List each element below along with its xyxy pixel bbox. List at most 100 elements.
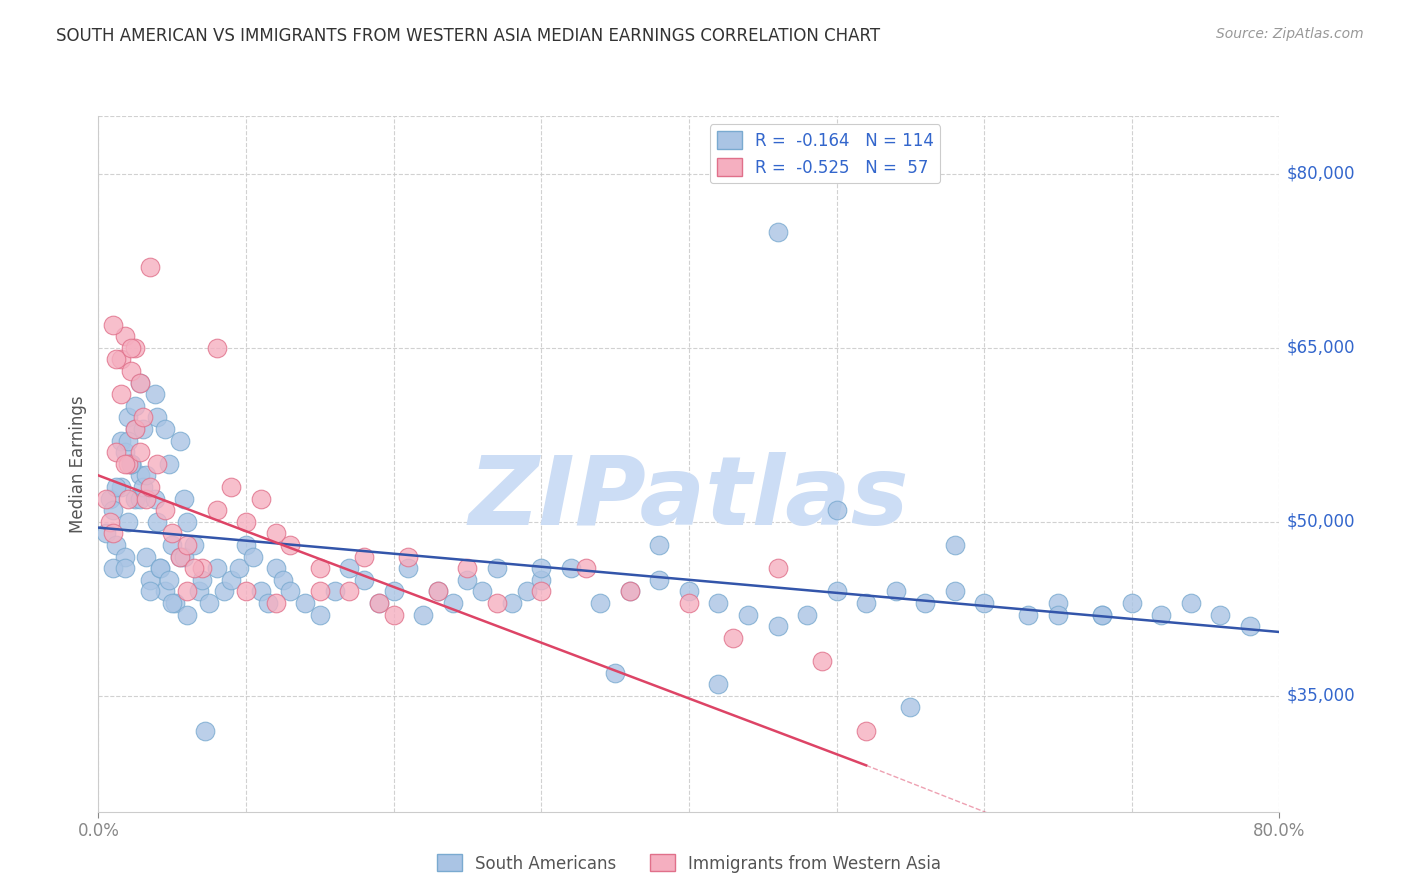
- Point: [143, 491, 166, 506]
- Point: [678, 584, 700, 599]
- Point: [257, 596, 280, 610]
- Point: [825, 503, 848, 517]
- Point: [103, 503, 125, 517]
- Point: [766, 619, 789, 633]
- Point: [1121, 596, 1143, 610]
- Point: [721, 631, 744, 645]
- Point: [766, 561, 789, 575]
- Y-axis label: Median Earnings: Median Earnings: [69, 395, 87, 533]
- Legend: South Americans, Immigrants from Western Asia: South Americans, Immigrants from Western…: [430, 847, 948, 880]
- Point: [337, 561, 360, 575]
- Point: [124, 341, 146, 355]
- Point: [117, 491, 139, 506]
- Point: [309, 561, 332, 575]
- Point: [382, 607, 405, 622]
- Point: [117, 515, 139, 529]
- Point: [242, 549, 264, 564]
- Point: [176, 538, 198, 552]
- Point: [471, 584, 494, 599]
- Point: [110, 434, 132, 448]
- Point: [176, 607, 198, 622]
- Point: [103, 561, 125, 575]
- Point: [135, 468, 157, 483]
- Point: [456, 573, 478, 587]
- Point: [146, 457, 169, 471]
- Point: [589, 596, 612, 610]
- Point: [1046, 607, 1069, 622]
- Point: [1239, 619, 1261, 633]
- Point: [117, 434, 139, 448]
- Text: $50,000: $50,000: [1286, 513, 1355, 531]
- Legend: R =  -0.164   N = 114, R =  -0.525   N =  57: R = -0.164 N = 114, R = -0.525 N = 57: [710, 124, 941, 183]
- Point: [176, 515, 198, 529]
- Point: [323, 584, 346, 599]
- Point: [110, 387, 132, 401]
- Point: [1017, 607, 1039, 622]
- Point: [114, 561, 136, 575]
- Point: [169, 549, 191, 564]
- Point: [396, 561, 419, 575]
- Point: [368, 596, 391, 610]
- Point: [176, 584, 198, 599]
- Point: [278, 584, 302, 599]
- Point: [132, 410, 155, 425]
- Point: [120, 457, 142, 471]
- Point: [139, 573, 162, 587]
- Point: [198, 596, 221, 610]
- Point: [855, 723, 877, 738]
- Point: [278, 538, 302, 552]
- Point: [264, 561, 287, 575]
- Point: [810, 654, 832, 668]
- Point: [191, 561, 214, 575]
- Point: [486, 596, 509, 610]
- Point: [94, 491, 117, 506]
- Point: [1091, 607, 1114, 622]
- Point: [153, 503, 176, 517]
- Point: [124, 491, 146, 506]
- Point: [427, 584, 450, 599]
- Point: [619, 584, 641, 599]
- Point: [139, 584, 162, 599]
- Point: [294, 596, 316, 610]
- Point: [139, 260, 162, 274]
- Point: [530, 561, 553, 575]
- Point: [124, 422, 146, 436]
- Point: [250, 584, 273, 599]
- Point: [173, 549, 195, 564]
- Text: Source: ZipAtlas.com: Source: ZipAtlas.com: [1216, 27, 1364, 41]
- Point: [235, 584, 257, 599]
- Point: [1150, 607, 1173, 622]
- Point: [1091, 607, 1114, 622]
- Text: $35,000: $35,000: [1286, 687, 1355, 705]
- Point: [396, 549, 419, 564]
- Point: [128, 468, 150, 483]
- Point: [128, 491, 150, 506]
- Point: [162, 526, 183, 541]
- Point: [103, 318, 125, 332]
- Point: [441, 596, 464, 610]
- Point: [173, 491, 195, 506]
- Point: [1209, 607, 1232, 622]
- Point: [235, 538, 257, 552]
- Point: [368, 596, 391, 610]
- Point: [128, 376, 150, 390]
- Point: [120, 457, 142, 471]
- Point: [678, 596, 700, 610]
- Point: [1046, 596, 1069, 610]
- Point: [98, 515, 121, 529]
- Point: [900, 700, 922, 714]
- Point: [205, 341, 228, 355]
- Text: $65,000: $65,000: [1286, 339, 1355, 357]
- Point: [560, 561, 582, 575]
- Point: [105, 445, 128, 459]
- Point: [191, 573, 214, 587]
- Point: [884, 584, 907, 599]
- Point: [153, 584, 176, 599]
- Point: [169, 434, 191, 448]
- Point: [132, 480, 155, 494]
- Point: [146, 515, 169, 529]
- Point: [205, 503, 228, 517]
- Point: [169, 549, 191, 564]
- Point: [105, 352, 128, 367]
- Point: [114, 549, 136, 564]
